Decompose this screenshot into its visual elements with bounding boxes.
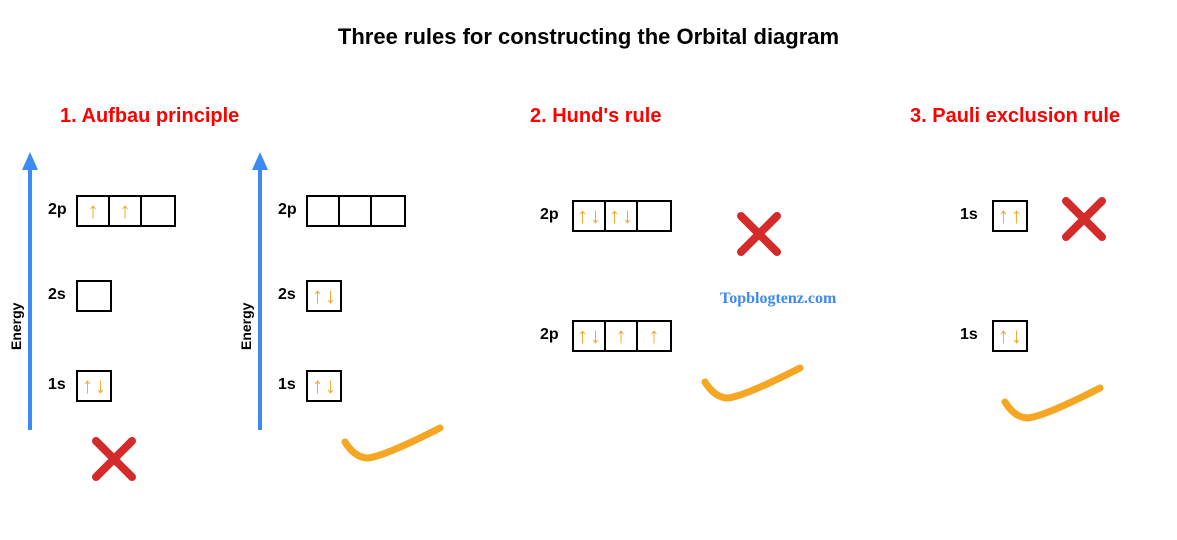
electron-up-icon: ↑ — [616, 325, 627, 347]
orbital-cell — [78, 282, 110, 310]
orbital-cell: ↑ — [78, 197, 110, 225]
orbital-cell: ↑↓ — [574, 202, 606, 230]
orbital-label: 1s — [960, 326, 978, 344]
page-title: Three rules for constructing the Orbital… — [0, 24, 1177, 50]
electron-down-icon: ↓ — [590, 205, 601, 227]
electron-up-icon: ↑ — [577, 205, 588, 227]
orbital-box: ↑↓ — [306, 280, 342, 312]
energy-arrow-icon — [248, 150, 272, 440]
orbital-cell: ↑↑ — [994, 202, 1026, 230]
orbital-box: ↑↓ — [306, 370, 342, 402]
electron-down-icon: ↓ — [1011, 325, 1022, 347]
orbital-cell: ↑↓ — [574, 322, 606, 350]
orbital-box: ↑↓↑↑ — [572, 320, 672, 352]
electron-down-icon: ↓ — [622, 205, 633, 227]
orbital-label: 2s — [278, 286, 296, 304]
orbital-label: 1s — [48, 376, 66, 394]
orbital-cell: ↑ — [638, 322, 670, 350]
energy-axis-label: Energy — [238, 303, 254, 350]
orbital-label: 1s — [278, 376, 296, 394]
energy-axis-label: Energy — [8, 303, 24, 350]
cross-mark-icon — [90, 435, 138, 483]
orbital-box: ↑↑ — [76, 195, 176, 227]
heading-aufbau: 1. Aufbau principle — [60, 105, 239, 128]
electron-up-icon: ↑ — [998, 205, 1009, 227]
check-mark-icon — [340, 420, 450, 470]
energy-arrow-icon — [18, 150, 42, 440]
orbital-box — [306, 195, 406, 227]
orbital-cell — [372, 197, 404, 225]
orbital-cell: ↑ — [110, 197, 142, 225]
electron-up-icon: ↑ — [312, 375, 323, 397]
electron-down-icon: ↓ — [325, 375, 336, 397]
orbital-label: 1s — [960, 206, 978, 224]
electron-up-icon: ↑ — [88, 200, 99, 222]
electron-up-icon: ↑ — [120, 200, 131, 222]
orbital-label: 2p — [540, 206, 559, 224]
orbital-cell — [638, 202, 670, 230]
check-mark-icon — [1000, 380, 1110, 430]
electron-up-icon: ↑ — [609, 205, 620, 227]
electron-down-icon: ↓ — [325, 285, 336, 307]
orbital-cell: ↑↓ — [78, 372, 110, 400]
electron-up-icon: ↑ — [82, 375, 93, 397]
heading-hund: 2. Hund's rule — [530, 105, 661, 128]
cross-mark-icon — [735, 210, 783, 258]
heading-pauli: 3. Pauli exclusion rule — [910, 105, 1120, 128]
watermark: Topblogtenz.com — [720, 290, 836, 308]
orbital-cell — [142, 197, 174, 225]
orbital-cell: ↑ — [606, 322, 638, 350]
orbital-label: 2p — [278, 201, 297, 219]
orbital-cell — [308, 197, 340, 225]
orbital-label: 2s — [48, 286, 66, 304]
electron-down-icon: ↓ — [95, 375, 106, 397]
cross-mark-icon — [1060, 195, 1108, 243]
electron-up-icon: ↑ — [1011, 205, 1022, 227]
orbital-cell: ↑↓ — [606, 202, 638, 230]
orbital-box: ↑↓ — [76, 370, 112, 402]
orbital-box: ↑↓ — [992, 320, 1028, 352]
orbital-cell: ↑↓ — [308, 372, 340, 400]
electron-up-icon: ↑ — [649, 325, 660, 347]
orbital-label: 2p — [540, 326, 559, 344]
orbital-label: 2p — [48, 201, 67, 219]
orbital-box — [76, 280, 112, 312]
check-mark-icon — [700, 360, 810, 410]
electron-up-icon: ↑ — [577, 325, 588, 347]
orbital-box: ↑↓↑↓ — [572, 200, 672, 232]
electron-up-icon: ↑ — [998, 325, 1009, 347]
orbital-box: ↑↑ — [992, 200, 1028, 232]
orbital-cell: ↑↓ — [994, 322, 1026, 350]
orbital-cell: ↑↓ — [308, 282, 340, 310]
electron-down-icon: ↓ — [590, 325, 601, 347]
electron-up-icon: ↑ — [312, 285, 323, 307]
orbital-cell — [340, 197, 372, 225]
